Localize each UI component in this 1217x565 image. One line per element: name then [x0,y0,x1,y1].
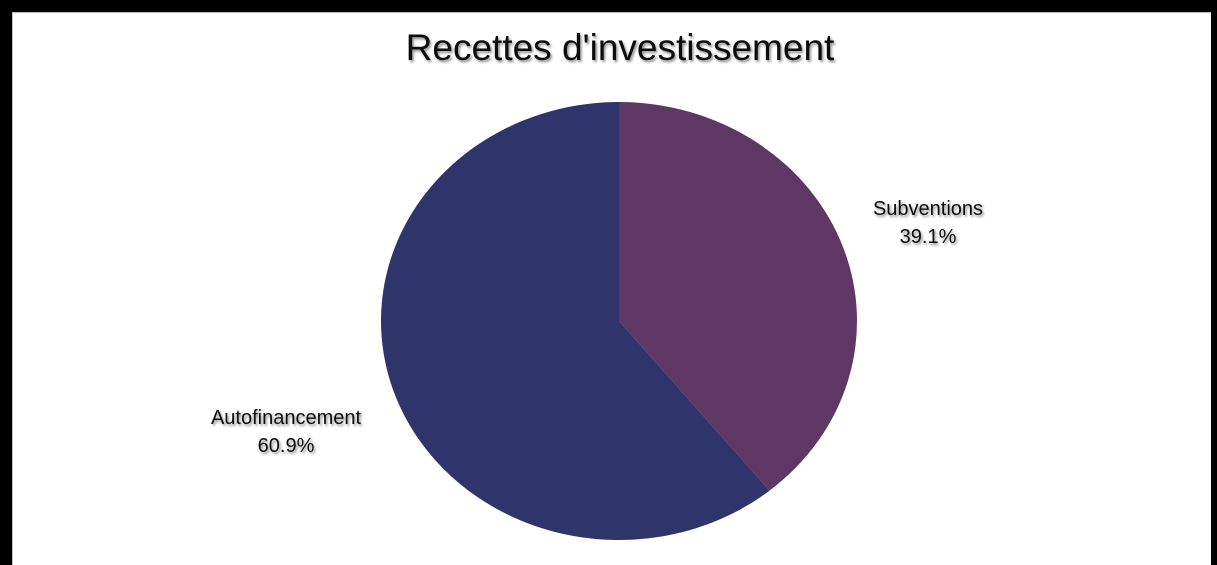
chart-title: Recettes d'investissement [406,27,835,68]
slice-percent-subventions: 39.1% [900,226,957,248]
pie-slice-autofinancement [381,101,770,540]
pie-slices [381,101,857,540]
slice-label-autofinancement: Autofinancement [211,407,362,429]
slice-percent-autofinancement: 60.9% [258,435,315,457]
pie-slice-subventions [619,102,857,491]
slice-label-subventions: Subventions [873,198,983,220]
